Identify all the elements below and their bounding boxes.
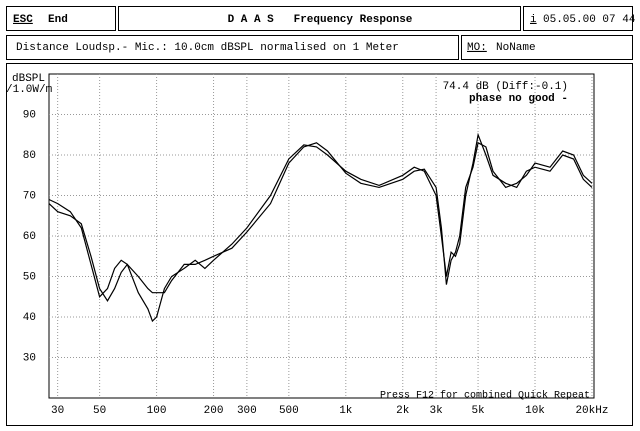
title-box (118, 6, 521, 31)
annotation-phase: phase no good - (469, 93, 568, 105)
x-tick-label: 2k (396, 405, 410, 417)
x-tick-label: 500 (279, 405, 299, 417)
footer-hint: Press F12 for combined Quick Repeat (380, 390, 590, 402)
response-curve (48, 141, 593, 302)
esc-key[interactable]: ESC (13, 14, 33, 26)
annotation-level: 74.4 dB (Diff:-0.1) (443, 81, 568, 93)
distance-info: Distance Loudsp.- Mic.: 10.0cm dBSPL nor… (16, 42, 399, 54)
datetime: 05.05.00 07 44 (543, 14, 636, 26)
mo-key[interactable]: MO: (467, 42, 487, 54)
mo-value: NoName (496, 42, 536, 54)
x-tick-label: 5k (471, 405, 485, 417)
x-tick-label: 300 (237, 405, 257, 417)
mo-box[interactable] (461, 35, 633, 60)
y-tick-label: 80 (23, 150, 36, 162)
x-tick-label: 200 (204, 405, 224, 417)
x-tick-label: 3k (429, 405, 443, 417)
y-tick-label: 70 (23, 190, 36, 202)
x-tick-label: 20kHz (575, 405, 608, 417)
plot: 30 40 50 60 70 80 90 30 50 100 200 300 500 1k 2k 3k 5k 10… (6, 73, 608, 417)
y-axis-label: dBSPL (12, 73, 45, 85)
date-box[interactable] (523, 6, 633, 31)
y-tick-label: 90 (23, 109, 36, 121)
y-tick-label: 30 (23, 352, 36, 364)
y-tick-label: 40 (23, 312, 36, 324)
y-tick-label: 60 (23, 231, 36, 243)
app-title: D A A S Frequency Response (228, 14, 413, 26)
x-tick-label: 100 (147, 405, 167, 417)
end-label[interactable]: End (48, 14, 68, 26)
esc-box[interactable] (6, 6, 116, 31)
info-icon[interactable]: i (530, 14, 537, 26)
x-tick-label: 10k (525, 405, 545, 417)
y-tick-label: 50 (23, 271, 36, 283)
y-axis-unit: /1.0W/m (6, 84, 53, 96)
x-tick-label: 30 (51, 405, 64, 417)
x-tick-label: 50 (93, 405, 106, 417)
chart-panel (6, 63, 633, 426)
x-tick-label: 1k (339, 405, 353, 417)
response-curve (48, 132, 593, 323)
info-box (6, 35, 459, 60)
